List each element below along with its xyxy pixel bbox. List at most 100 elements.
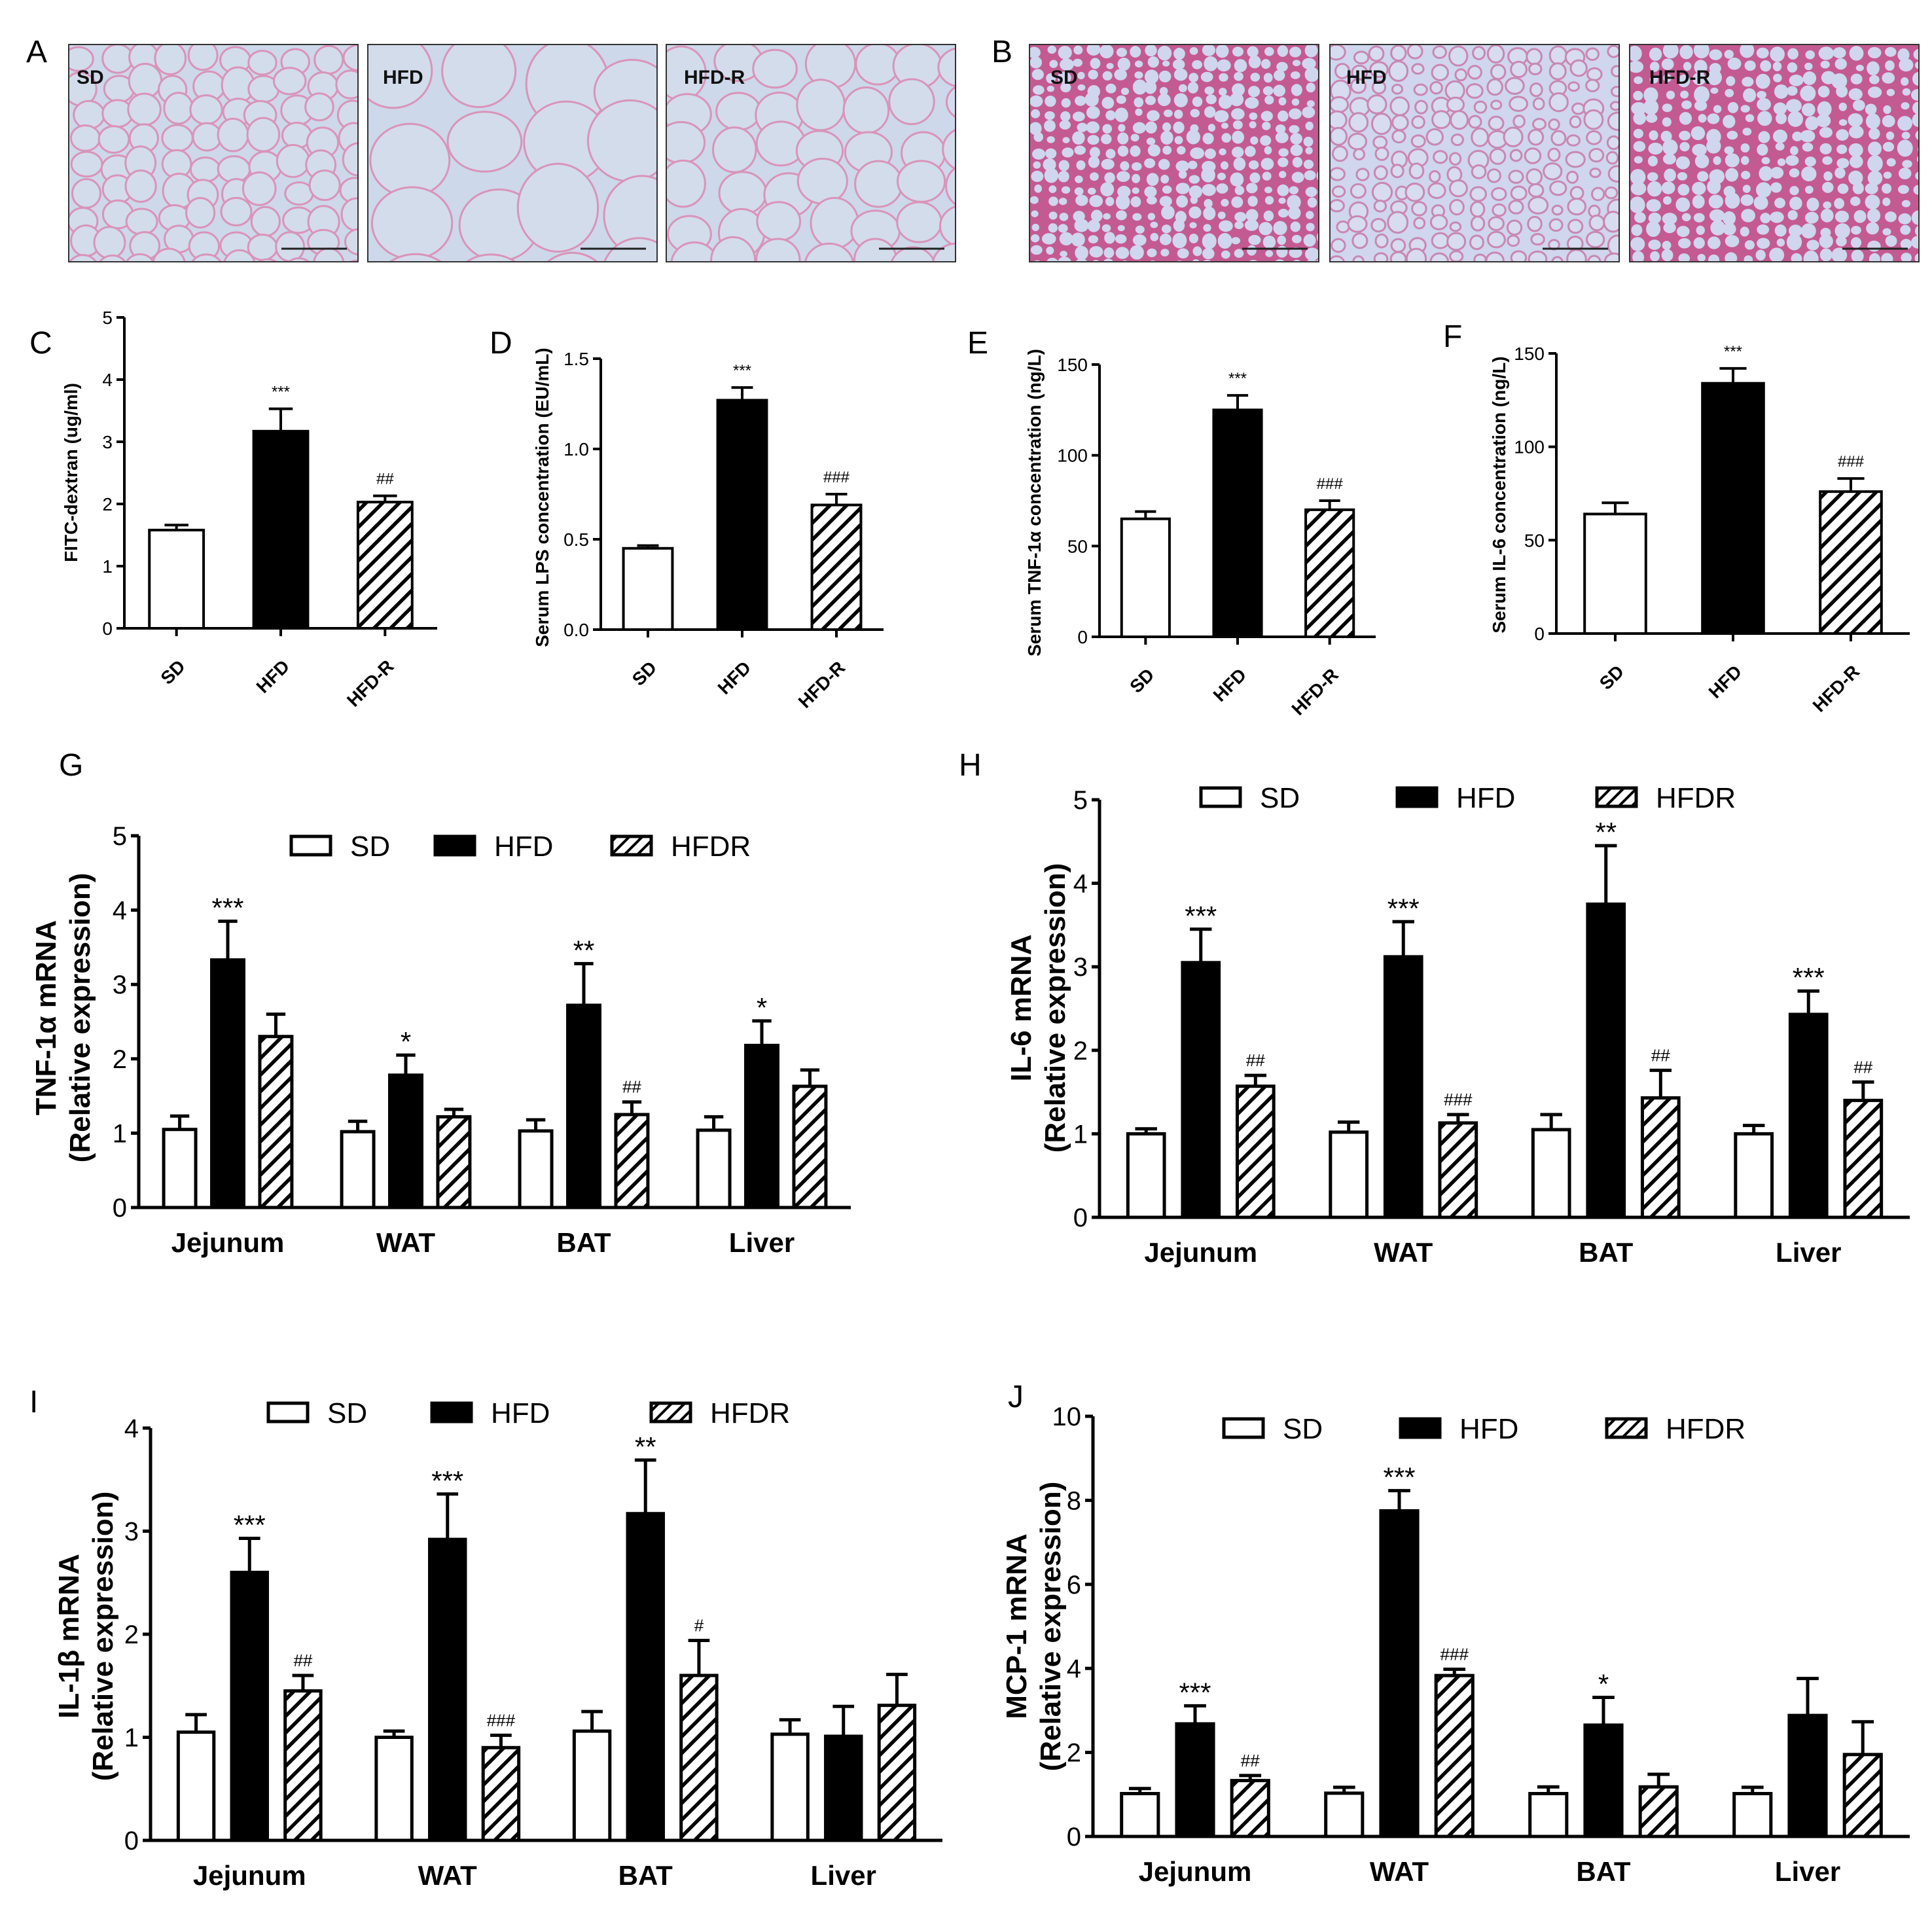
bar — [1235, 1084, 1276, 1219]
bar — [258, 1035, 294, 1209]
histology-label-hfd: HFD — [383, 67, 423, 88]
significance-label: *** — [234, 1510, 266, 1541]
y-tick-label: 1.0 — [564, 439, 589, 459]
bar — [1379, 1509, 1420, 1838]
y-tick-label: 3 — [113, 971, 127, 999]
y-tick-label: 1 — [124, 1724, 139, 1753]
y-tick-label: 0 — [1067, 1823, 1081, 1852]
y-axis-label-line2: (Relative expression) — [1035, 1482, 1067, 1772]
y-tick-label: 3 — [124, 1518, 139, 1547]
histology-label-bat-sd: SD — [1050, 67, 1078, 88]
significance-label: ## — [1651, 1045, 1670, 1065]
legend-label: HFDR — [1656, 782, 1736, 814]
y-tick-label: 1 — [1073, 1120, 1088, 1149]
bar — [1787, 1713, 1828, 1838]
y-tick-label: 100 — [1057, 446, 1088, 466]
x-tick-label: Jejunum — [171, 1227, 285, 1258]
y-axis-label: Serum TNF-1α concentration (ng/L) — [1024, 349, 1045, 656]
x-tick-label: HFD-R — [1809, 661, 1864, 716]
legend-label: HFD — [1456, 782, 1515, 814]
legend-label: SD — [350, 831, 390, 863]
y-tick-label: 8 — [1067, 1486, 1081, 1515]
significance-label: * — [1598, 1668, 1609, 1699]
significance-label: ## — [622, 1077, 641, 1097]
legend-swatch — [433, 834, 476, 857]
panel-b: B SD HFD HFD- — [992, 35, 1920, 262]
significance-label: ## — [376, 471, 394, 488]
y-tick-label: 3 — [1073, 953, 1088, 982]
y-tick-label: 50 — [1067, 536, 1088, 556]
legend-label: HFD — [491, 1397, 550, 1429]
bar — [614, 1113, 650, 1209]
legend-label: HFDR — [710, 1397, 790, 1429]
significance-label: *** — [1185, 901, 1217, 931]
x-tick-label: HFD — [253, 656, 294, 697]
x-tick-label: Jejunum — [193, 1860, 306, 1891]
legend-label: HFDR — [671, 831, 751, 863]
panel-label-j: J — [1008, 1380, 1024, 1414]
y-tick-label: 150 — [1057, 355, 1088, 375]
bar — [792, 1084, 828, 1209]
bar — [1120, 1792, 1160, 1838]
x-tick-label: HFD-R — [795, 657, 850, 712]
y-tick-label: 50 — [1524, 530, 1545, 550]
significance-label: ** — [1595, 817, 1617, 848]
bar — [388, 1073, 423, 1209]
x-tick-label: HFD — [1705, 661, 1746, 702]
y-axis-label: Serum LPS concentration (EU/mL) — [532, 348, 552, 647]
significance-label: *** — [1228, 370, 1247, 387]
panel-label-i: I — [29, 1385, 38, 1420]
bar — [1120, 517, 1171, 638]
bar — [1732, 1792, 1773, 1838]
y-tick-label: 0 — [1534, 624, 1545, 644]
panel-label-c: C — [29, 326, 52, 361]
bar — [1528, 1792, 1569, 1838]
histology-label-bat-hfd: HFD — [1346, 67, 1387, 88]
significance-label: ### — [823, 469, 850, 486]
x-tick-label: WAT — [376, 1227, 436, 1258]
bar — [626, 1512, 665, 1842]
bar — [1788, 1012, 1829, 1219]
bar — [374, 1736, 414, 1842]
histology-label-sd: SD — [77, 67, 104, 88]
y-tick-label: 0 — [1073, 1204, 1088, 1232]
x-tick-label: Liver — [1775, 1856, 1840, 1887]
x-tick-label: SD — [1126, 664, 1158, 696]
chart-panel-e: E 0 50 100 150 Serum TNF-1α concentration (ng… — [967, 326, 1376, 719]
x-tick-label: WAT — [1370, 1856, 1429, 1887]
chart-panel-c: C 0 1 2 3 4 5 FITC-dextran (ug/ml) SD *** HFD ## HFD… — [29, 308, 437, 711]
legend-label: HFD — [494, 831, 553, 863]
bar — [1701, 382, 1765, 635]
y-tick-label: 4 — [113, 897, 127, 925]
y-tick-label: 4 — [1073, 870, 1088, 899]
legend-swatch — [1605, 1417, 1648, 1439]
bar — [230, 1571, 269, 1842]
bar — [824, 1734, 863, 1842]
bar — [1212, 408, 1263, 638]
y-axis-label-line1: TNF-1α mRNA — [30, 920, 62, 1115]
y-axis-label-line2: (Relative expression) — [1039, 863, 1071, 1153]
legend-swatch — [649, 1401, 692, 1423]
significance-label: ** — [573, 935, 595, 965]
x-tick-label: HFD — [714, 657, 755, 698]
y-tick-label: 3 — [102, 432, 113, 452]
y-tick-label: 0.0 — [564, 620, 589, 640]
bar — [716, 399, 768, 631]
bar — [1383, 955, 1423, 1219]
bar — [1324, 1791, 1365, 1838]
bar — [1583, 1723, 1624, 1838]
significance-label: ### — [1444, 1090, 1473, 1109]
significance-label: # — [694, 1615, 704, 1635]
y-axis-label: IL-1β mRNA(Relative expression) — [53, 1492, 119, 1781]
y-tick-label: 0 — [102, 618, 113, 639]
y-tick-label: 5 — [113, 822, 127, 851]
y-tick-label: 10 — [1052, 1403, 1082, 1431]
y-axis-label-line2: (Relative expression) — [64, 873, 96, 1163]
histology-image-b3: HFD-R — [1629, 44, 1920, 262]
significance-label: *** — [272, 384, 290, 401]
histology-label-hfd-r: HFD-R — [684, 67, 745, 88]
